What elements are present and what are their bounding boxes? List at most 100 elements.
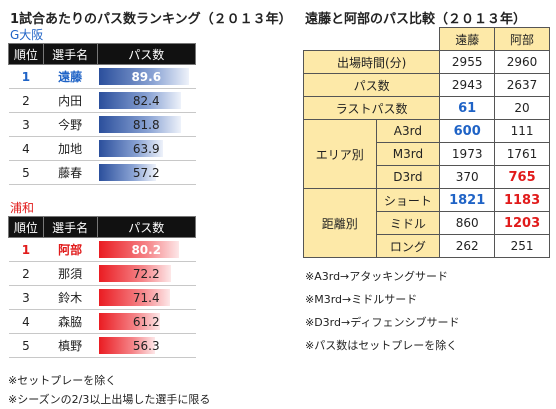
pass-value: 57.2	[132, 165, 160, 180]
rank-cell: 2	[8, 88, 44, 113]
player-header-abe: 阿部	[494, 27, 550, 51]
endo-value: 600	[439, 119, 496, 143]
ranking-table-urawa: 順位 選手名 パス数 1 阿部 80.2 2 那須 72.2 3 鈴木 71.4 4 森脇 61.2 5…	[8, 216, 197, 358]
name-header: 選手名	[42, 216, 98, 238]
ranking-row: 5 槙野 56.3	[8, 333, 196, 358]
comparison-row: エリア別 A3rd 600 111	[303, 119, 550, 189]
comparison-row: 距離別 ショート 1821 1183	[303, 188, 550, 258]
abe-value: 2637	[494, 73, 550, 97]
player-name-cell: 今野	[43, 112, 98, 137]
rank-cell: 5	[8, 160, 44, 185]
abe-value: 1203	[494, 211, 550, 235]
group-label-distance: 距離別	[303, 188, 377, 258]
ranking-row: 4 加地 63.9	[8, 136, 196, 161]
row-label: ショート	[375, 188, 441, 212]
pass-value-cell: 72.2	[97, 261, 196, 286]
pass-value-cell: 56.3	[97, 333, 196, 358]
ranking-row: 2 内田 82.4	[8, 88, 196, 113]
row-label: M3rd	[375, 142, 441, 166]
player-header-endo: 遠藤	[439, 27, 496, 51]
endo-value: 2955	[439, 50, 496, 74]
pass-value-cell: 63.9	[97, 136, 196, 161]
pass-value: 61.2	[132, 314, 160, 329]
left-note-2: ※シーズンの2/3以上出場した選手に限る	[8, 393, 211, 406]
endo-value: 1973	[439, 142, 496, 166]
pass-value: 81.8	[132, 117, 160, 132]
rank-cell: 4	[8, 136, 44, 161]
ranking-header-row: 順位 選手名 パス数	[8, 216, 197, 238]
pass-value: 72.2	[132, 266, 160, 281]
pass-bar	[99, 92, 182, 109]
ranking-row: 3 今野 81.8	[8, 112, 196, 137]
pass-value-cell: 89.6	[97, 64, 196, 89]
pass-bar	[99, 241, 180, 258]
abe-value: 2960	[494, 50, 550, 74]
endo-value: 1821	[439, 188, 496, 212]
team-label-urawa: 浦和	[10, 201, 35, 215]
endo-value: 370	[439, 165, 496, 189]
pass-bar	[99, 289, 171, 306]
row-label: ミドル	[375, 211, 441, 235]
rank-cell: 2	[8, 261, 44, 286]
pass-value-cell: 82.4	[97, 88, 196, 113]
pass-value: 71.4	[132, 290, 160, 305]
comparison-header-row: 遠藤 阿部	[304, 27, 550, 51]
passes-header: パス数	[96, 43, 197, 65]
group-label-area: エリア別	[303, 119, 377, 189]
rank-cell: 3	[8, 285, 44, 310]
left-note-1: ※セットプレーを除く	[8, 374, 117, 387]
player-name-cell: 内田	[43, 88, 98, 113]
rank-cell: 4	[8, 309, 44, 334]
passes-header: パス数	[96, 216, 197, 238]
rank-header: 順位	[8, 43, 44, 65]
row-label: パス数	[302, 73, 441, 97]
row-label: ラストパス数	[302, 96, 441, 120]
endo-value: 262	[439, 234, 496, 258]
player-name-cell: 槙野	[43, 333, 98, 358]
player-name-cell: 那須	[43, 261, 98, 286]
abe-value: 1183	[494, 188, 550, 212]
team-label-gamba: G大阪	[10, 28, 44, 42]
rank-cell: 1	[8, 237, 44, 262]
pass-bar	[99, 265, 172, 282]
rank-cell: 3	[8, 112, 44, 137]
pass-value: 63.9	[132, 141, 160, 156]
pass-value: 80.2	[131, 242, 162, 257]
rank-cell: 1	[8, 64, 44, 89]
pass-value-cell: 81.8	[97, 112, 196, 137]
player-name-cell: 森脇	[43, 309, 98, 334]
row-label: ロング	[375, 234, 441, 258]
player-name-cell: 加地	[43, 136, 98, 161]
ranking-row: 1 遠藤 89.6	[8, 64, 196, 89]
ranking-row: 2 那須 72.2	[8, 261, 196, 286]
abe-value: 1761	[494, 142, 550, 166]
pass-bar	[99, 68, 190, 85]
player-name-cell: 藤春	[43, 160, 98, 185]
comparison-row: M3rd 1973 1761	[304, 142, 550, 166]
right-note-4: ※パス数はセットプレーを除く	[305, 339, 458, 352]
ranking-row: 4 森脇 61.2	[8, 309, 196, 334]
ranking-row: 3 鈴木 71.4	[8, 285, 196, 310]
comparison-row: ミドル 860 1203	[304, 211, 550, 235]
ranking-table-gamba: 順位 選手名 パス数 1 遠藤 89.6 2 内田 82.4 3 今野 81.8 4 加地 63.9 5…	[8, 43, 197, 185]
comparison-row: ラストパス数 61 20	[302, 96, 550, 120]
comparison-row: パス数 2943 2637	[302, 73, 550, 97]
abe-value: 765	[494, 165, 550, 189]
pass-value: 82.4	[132, 93, 160, 108]
pass-value-cell: 71.4	[97, 285, 196, 310]
pass-bar	[99, 116, 182, 133]
pass-bar	[99, 313, 161, 330]
pass-bar	[99, 140, 164, 157]
comparison-title: 遠藤と阿部のパス比較（２０１３年）	[305, 12, 527, 27]
comparison-table: 遠藤 阿部 出場時間(分) 2955 2960 パス数 2943 2637 ラス…	[302, 27, 550, 258]
pass-value: 89.6	[131, 69, 162, 84]
row-label: 出場時間(分)	[302, 50, 441, 74]
player-name-cell: 鈴木	[43, 285, 98, 310]
comparison-row: 出場時間(分) 2955 2960	[302, 50, 550, 74]
player-name-cell: 遠藤	[43, 64, 98, 89]
right-note-3: ※D3rd→ディフェンシブサード	[305, 316, 460, 329]
pass-bar	[99, 337, 156, 354]
ranking-header-row: 順位 選手名 パス数	[8, 43, 197, 65]
pass-value-cell: 61.2	[97, 309, 196, 334]
ranking-title: 1試合あたりのパス数ランキング（２０１３年）	[10, 12, 292, 27]
